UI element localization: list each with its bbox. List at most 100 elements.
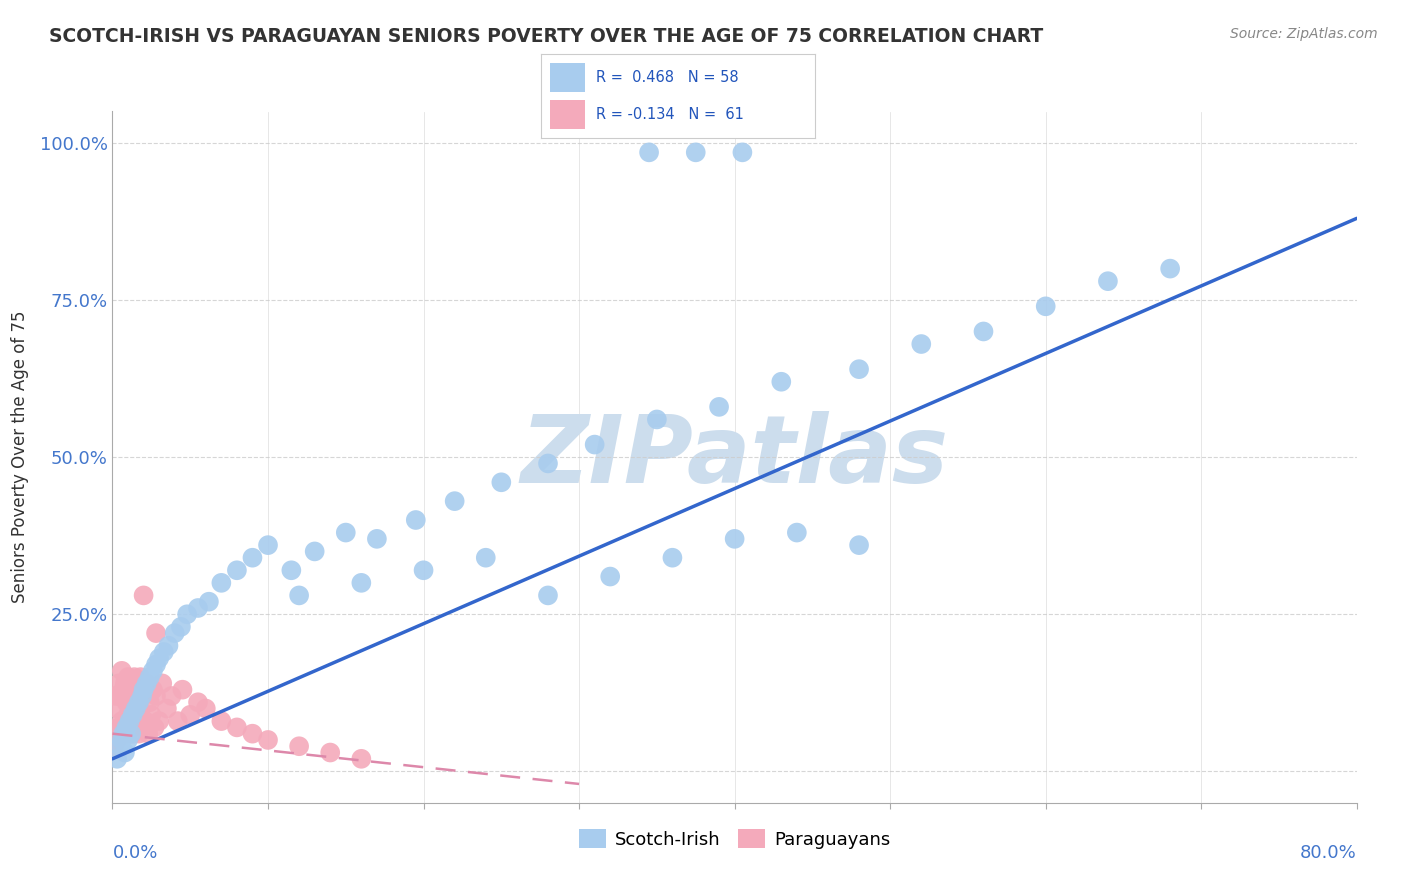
Point xyxy=(645,412,668,426)
Point xyxy=(117,707,139,722)
Point xyxy=(176,607,198,622)
Point xyxy=(127,714,149,728)
Point xyxy=(115,726,138,740)
Point xyxy=(257,538,280,552)
Point xyxy=(105,701,128,715)
Point xyxy=(129,670,152,684)
Y-axis label: Seniors Poverty Over the Age of 75: Seniors Poverty Over the Age of 75 xyxy=(10,311,28,603)
Point xyxy=(131,720,153,734)
Point xyxy=(350,575,373,590)
Point xyxy=(143,720,166,734)
Point xyxy=(366,532,388,546)
Point xyxy=(118,720,141,734)
Point xyxy=(125,720,148,734)
Point xyxy=(111,664,134,678)
Point xyxy=(335,525,357,540)
Point xyxy=(118,714,141,728)
Point xyxy=(405,513,427,527)
Point xyxy=(142,664,165,678)
Point xyxy=(114,746,136,760)
Point xyxy=(107,720,129,734)
Text: ZIPatlas: ZIPatlas xyxy=(520,411,949,503)
Point xyxy=(257,733,280,747)
Point xyxy=(122,670,145,684)
Point xyxy=(136,726,159,740)
Point xyxy=(145,657,167,672)
Point xyxy=(132,589,155,603)
Point xyxy=(474,550,498,565)
Point xyxy=(280,563,302,577)
Point xyxy=(319,746,342,760)
Point xyxy=(129,707,152,722)
Point xyxy=(117,733,139,747)
Text: 80.0%: 80.0% xyxy=(1301,844,1357,863)
Point xyxy=(135,676,157,690)
Point xyxy=(111,733,134,747)
Point xyxy=(153,645,176,659)
Point xyxy=(145,689,167,703)
Point xyxy=(209,714,232,728)
Point xyxy=(125,701,148,715)
Point xyxy=(225,720,249,734)
Point xyxy=(125,689,148,703)
Point xyxy=(288,589,311,603)
Point xyxy=(225,563,249,577)
Point xyxy=(209,575,232,590)
Point xyxy=(131,689,153,703)
Point xyxy=(973,325,995,339)
Point xyxy=(148,651,170,665)
Point xyxy=(112,720,135,734)
FancyBboxPatch shape xyxy=(550,62,585,92)
Point xyxy=(707,400,730,414)
Point xyxy=(107,676,129,690)
Point xyxy=(848,362,870,376)
Point xyxy=(110,739,132,754)
Point xyxy=(132,682,155,697)
Point xyxy=(118,682,141,697)
Point xyxy=(443,494,465,508)
Point xyxy=(770,375,793,389)
Point xyxy=(537,589,560,603)
Point xyxy=(786,525,808,540)
Point xyxy=(122,707,145,722)
Point xyxy=(112,726,135,740)
Point xyxy=(194,701,217,715)
Point xyxy=(114,676,136,690)
Point xyxy=(121,707,143,722)
Point xyxy=(242,550,264,565)
Point xyxy=(187,695,209,709)
Point xyxy=(115,695,138,709)
Point xyxy=(128,695,150,709)
Point xyxy=(139,670,162,684)
Text: Source: ZipAtlas.com: Source: ZipAtlas.com xyxy=(1230,27,1378,41)
Point xyxy=(139,695,162,709)
Point xyxy=(491,475,513,490)
Point xyxy=(172,682,194,697)
Point xyxy=(412,563,434,577)
Point xyxy=(110,726,132,740)
Point xyxy=(848,538,870,552)
Text: 0.0%: 0.0% xyxy=(112,844,157,863)
Point xyxy=(141,707,163,722)
Point xyxy=(121,695,143,709)
Point xyxy=(537,457,560,471)
Point xyxy=(115,720,138,734)
Point xyxy=(599,569,621,583)
Point xyxy=(110,689,132,703)
Point xyxy=(661,550,683,565)
Point xyxy=(104,689,127,703)
Text: R = -0.134   N =  61: R = -0.134 N = 61 xyxy=(596,107,744,122)
Point xyxy=(179,707,201,722)
Point xyxy=(288,739,311,754)
Point xyxy=(160,689,183,703)
Point xyxy=(117,670,139,684)
Point xyxy=(166,714,188,728)
Point xyxy=(105,752,128,766)
Legend: Scotch-Irish, Paraguayans: Scotch-Irish, Paraguayans xyxy=(571,822,898,856)
Point xyxy=(198,595,221,609)
Point xyxy=(120,726,142,740)
Text: SCOTCH-IRISH VS PARAGUAYAN SENIORS POVERTY OVER THE AGE OF 75 CORRELATION CHART: SCOTCH-IRISH VS PARAGUAYAN SENIORS POVER… xyxy=(49,27,1043,45)
Point xyxy=(170,620,193,634)
Point xyxy=(134,714,156,728)
Point xyxy=(583,437,606,451)
